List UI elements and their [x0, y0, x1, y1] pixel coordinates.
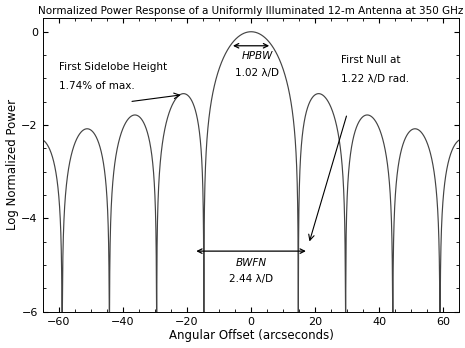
Text: 2.44 λ/D: 2.44 λ/D — [229, 275, 273, 284]
Text: HPBW: HPBW — [242, 52, 273, 61]
Text: First Sidelobe Height: First Sidelobe Height — [59, 62, 167, 72]
Text: 1.02 λ/D: 1.02 λ/D — [235, 68, 279, 78]
Text: 1.74% of max.: 1.74% of max. — [59, 81, 134, 91]
Y-axis label: Log Normalized Power: Log Normalized Power — [6, 99, 19, 230]
Text: 1.22 λ/D rad.: 1.22 λ/D rad. — [341, 74, 409, 84]
Text: BWFN: BWFN — [235, 258, 266, 268]
Text: First Null at: First Null at — [341, 55, 400, 65]
X-axis label: Angular Offset (arcseconds): Angular Offset (arcseconds) — [169, 330, 333, 342]
Title: Normalized Power Response of a Uniformly Illuminated 12-m Antenna at 350 GHz: Normalized Power Response of a Uniformly… — [39, 6, 464, 16]
